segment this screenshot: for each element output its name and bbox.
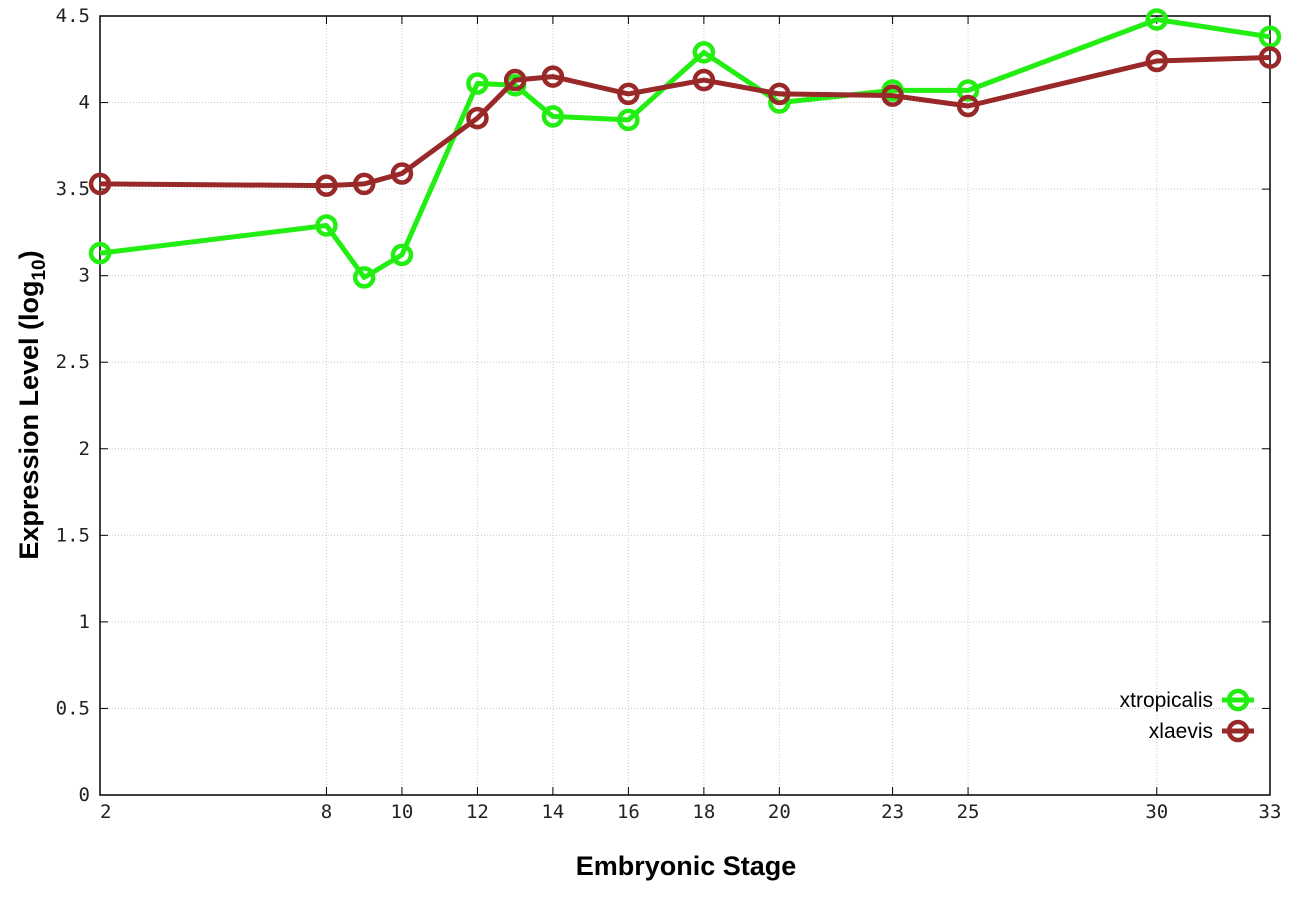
legend-swatch-marker: [1226, 719, 1250, 743]
legend-entry: xlaevis: [1149, 719, 1254, 743]
data-point: [1145, 8, 1169, 31]
series-line: [99, 55, 1271, 189]
x-tick-label: 18: [692, 801, 715, 823]
x-tick-label: 25: [957, 801, 980, 823]
y-tick-label: 0.5: [56, 697, 90, 719]
y-axis-title: Expression Level (log10): [14, 250, 50, 559]
x-tick-label: 30: [1145, 801, 1168, 823]
grid: [100, 16, 1270, 795]
series-layer: [88, 8, 1282, 289]
data-point: [466, 72, 489, 95]
y-tick-label: 3.5: [56, 178, 90, 200]
data-point: [88, 241, 112, 265]
y-tick-label: 2.5: [56, 351, 90, 373]
y-axis-title-close: ): [14, 250, 44, 259]
series-xlaevis: [88, 46, 1282, 197]
series-line: [99, 17, 1271, 280]
legend-swatch-marker: [1226, 688, 1250, 712]
x-tick-label: 2: [100, 801, 111, 823]
data-point: [1145, 49, 1169, 73]
data-point: [352, 266, 376, 289]
data-point: [956, 79, 980, 102]
x-tick-label: 14: [541, 801, 564, 823]
data-point: [881, 84, 904, 107]
data-point: [466, 106, 489, 130]
x-tick-label: 20: [768, 801, 791, 823]
data-point: [315, 174, 338, 197]
data-point: [88, 172, 112, 196]
data-point: [956, 94, 980, 118]
x-tick-label: 12: [466, 801, 489, 823]
data-point: [617, 108, 640, 132]
series-xtropicalis: [88, 8, 1282, 289]
x-tick-label: 10: [390, 801, 413, 823]
x-tick-label: 23: [881, 801, 904, 823]
data-point: [1258, 46, 1282, 69]
data-point: [390, 162, 414, 185]
data-point: [390, 243, 414, 267]
legend-entry: xtropicalis: [1120, 688, 1254, 712]
data-point: [541, 65, 565, 88]
legend: xtropicalis xlaevis: [1120, 688, 1254, 743]
x-tick-label: 33: [1259, 801, 1282, 823]
axis-ticks: 2 8 10 12 14 16 18 20 23 25 30 33 0 0.5 1 1.5 2 2.5 3 3.5 4 4…: [56, 5, 1282, 823]
y-tick-label: 4.5: [56, 5, 90, 27]
data-point: [503, 68, 527, 92]
legend-label: xlaevis: [1149, 720, 1213, 743]
y-tick-label: 0: [79, 784, 90, 806]
data-point: [541, 105, 565, 128]
data-point: [315, 214, 338, 237]
data-point: [617, 82, 640, 106]
y-tick-label: 2: [79, 438, 90, 460]
y-tick-label: 1.5: [56, 524, 90, 546]
data-point: [352, 172, 376, 196]
x-tick-label: 8: [321, 801, 332, 823]
legend-label: xtropicalis: [1120, 689, 1213, 712]
x-axis-title: Embryonic Stage: [576, 851, 797, 881]
y-axis-title-subscript: 10: [29, 259, 50, 280]
y-tick-label: 1: [79, 611, 90, 633]
y-axis-title-main: Expression Level (log: [14, 281, 44, 560]
data-point: [768, 82, 791, 106]
plot-frame: [99, 15, 1271, 796]
y-tick-label: 4: [79, 92, 90, 114]
x-tick-label: 16: [617, 801, 640, 823]
data-point: [692, 41, 716, 64]
data-point: [692, 68, 716, 92]
y-tick-label: 3: [79, 265, 90, 287]
data-point: [1258, 25, 1282, 49]
